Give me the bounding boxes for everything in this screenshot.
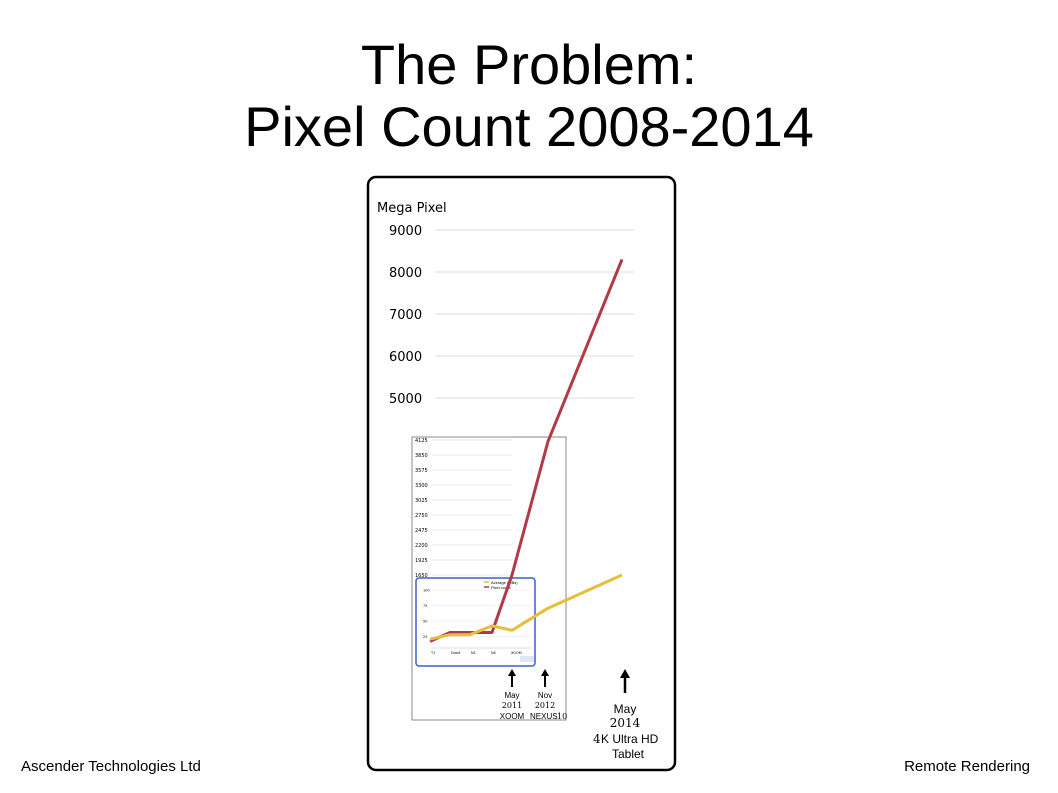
inner-y-tick-label: 2200 (415, 543, 428, 549)
inner-y-tick-label: 1925 (415, 558, 428, 564)
inset-y-tick-label: 25 (423, 635, 427, 639)
inset-gridlines: 100 75 50 25 T1 Droid N1 NS XOOM (423, 589, 532, 655)
series-average-line (429, 573, 623, 641)
annotation-nexus-suffix: 10 (557, 712, 567, 721)
inset-legend-1: Average (MBs) (491, 580, 518, 585)
y-tick-label: 6000 (389, 350, 422, 365)
inner-y-tick-label: 3025 (415, 498, 428, 504)
annotation-xoom: May 2011 XOOM (500, 669, 525, 721)
inset-x-tick-label: N1 (471, 651, 476, 655)
annotation-xoom-year: 2011 (502, 701, 522, 710)
inner-y-tick-label: 2750 (415, 513, 428, 519)
series-pixel-count-line (429, 258, 624, 643)
inner-gridlines: 4125 3850 3575 3300 3025 2750 2475 2200 1925 1650 (415, 438, 512, 579)
annotation-4k-device: K Ultra HD (601, 732, 659, 746)
inner-y-tick-label: 3300 (415, 483, 428, 489)
y-tick-label: 5000 (389, 392, 422, 407)
arrowhead-icon (508, 669, 516, 676)
y-axis-label: Mega Pixel (377, 201, 447, 216)
y-tick-label: 8000 (389, 266, 422, 281)
annotation-4k-year: 2014 (610, 716, 641, 730)
inner-y-tick-label: 2475 (415, 528, 428, 534)
title-line-1: The Problem: (360, 33, 698, 96)
arrowhead-icon (620, 669, 630, 678)
annotation-4k-month: May (614, 702, 637, 716)
inset-chart-frame (415, 577, 536, 667)
footer-topic: Remote Rendering (904, 758, 1030, 775)
inner-y-tick-label: 4125 (415, 438, 428, 444)
annotation-4k: May 2014 4 K Ultra HD Tablet (593, 669, 659, 761)
annotation-nexus-device: NEXUS (530, 712, 558, 721)
annotation-xoom-device: XOOM (500, 712, 525, 721)
slide-title: The Problem: Pixel Count 2008-2014 (0, 34, 1058, 158)
inset-x-tick-label: Droid (451, 651, 460, 655)
inset-legend-2: Pixel count (491, 585, 511, 590)
annotation-4k-device-2: Tablet (612, 747, 645, 761)
annotation-nexus: Nov 2012 NEXUS 10 (530, 669, 567, 721)
annotation-nexus-month: Nov (538, 691, 552, 700)
inset-x-tick-label: T1 (430, 651, 435, 655)
inset-x-tick-label: NS (491, 651, 497, 655)
inner-y-tick-label: 3575 (415, 468, 428, 474)
inset-y-tick-label: 50 (423, 620, 427, 624)
y-tick-label: 7000 (389, 308, 422, 323)
annotation-xoom-month: May (504, 691, 519, 700)
inset-logo (520, 656, 534, 662)
inset-y-tick-label: 75 (423, 604, 427, 608)
upper-gridlines: 9000 8000 7000 6000 5000 (389, 224, 634, 407)
footer-company: Ascender Technologies Ltd (21, 758, 201, 775)
inset-x-tick-label: XOOM (511, 651, 522, 655)
title-line-2: Pixel Count 2008-2014 (244, 95, 814, 158)
inner-y-tick-label: 1650 (415, 573, 428, 579)
inner-y-tick-label: 3850 (415, 453, 428, 459)
inset-legend: Average (MBs) Pixel count (484, 580, 518, 590)
inset-y-tick-label: 100 (423, 589, 430, 593)
annotation-4k-device-prefix: 4 (593, 732, 601, 746)
annotation-nexus-year: 2012 (535, 701, 555, 710)
arrowhead-icon (541, 669, 549, 676)
y-tick-label: 9000 (389, 224, 422, 239)
